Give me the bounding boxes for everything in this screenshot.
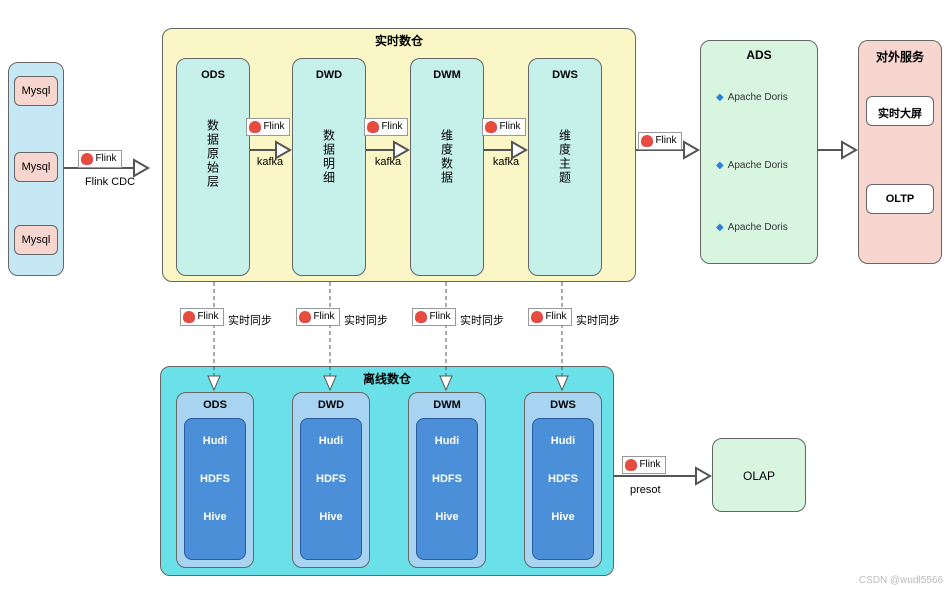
doris-item: Apache Doris: [716, 92, 788, 103]
offline-title: 离线数仓: [160, 370, 614, 387]
sync-label: 实时同步: [344, 312, 388, 328]
realtime-title: 实时数仓: [162, 32, 636, 49]
diagram-canvas: Mysql Mysql Mysql 实时数仓 ODS 数据原始层 DWD 数据明…: [0, 0, 951, 590]
rt-col-dwd: DWD 数据明细: [292, 58, 366, 276]
mysql-node: Mysql: [14, 76, 58, 106]
flink-icon: Flink: [528, 308, 572, 326]
doris-item: Apache Doris: [716, 160, 788, 171]
flink-icon: Flink: [412, 308, 456, 326]
ext-item: OLTP: [866, 184, 934, 214]
sync-label: 实时同步: [576, 312, 620, 328]
rt-col-dwm: DWM 维度数据: [410, 58, 484, 276]
flink-icon: Flink: [482, 118, 526, 136]
external-title: 对外服务: [858, 48, 942, 65]
flink-icon: Flink: [296, 308, 340, 326]
off-stack: Hudi HDFS Hive: [416, 418, 478, 560]
rt-col-ods: ODS 数据原始层: [176, 58, 250, 276]
external-group: [858, 40, 942, 264]
flink-icon: Flink: [622, 456, 666, 474]
flink-icon: Flink: [364, 118, 408, 136]
mysql-node: Mysql: [14, 225, 58, 255]
flink-icon: Flink: [246, 118, 290, 136]
ext-item: 实时大屏: [866, 96, 934, 126]
rt-col-dws: DWS 维度主题: [528, 58, 602, 276]
kafka-label: kafka: [368, 156, 408, 168]
presot-label: presot: [630, 484, 661, 496]
mysql-node: Mysql: [14, 152, 58, 182]
off-stack: Hudi HDFS Hive: [300, 418, 362, 560]
kafka-label: kafka: [486, 156, 526, 168]
watermark: CSDN @wudl5566: [859, 575, 943, 586]
doris-item: Apache Doris: [716, 222, 788, 233]
ads-title: ADS: [700, 48, 818, 62]
flink-icon: Flink: [78, 150, 122, 168]
off-stack: Hudi HDFS Hive: [184, 418, 246, 560]
off-stack: Hudi HDFS Hive: [532, 418, 594, 560]
sync-label: 实时同步: [460, 312, 504, 328]
olap-node: OLAP: [712, 438, 806, 512]
flink-icon: Flink: [638, 132, 682, 150]
sync-label: 实时同步: [228, 312, 272, 328]
kafka-label: kafka: [250, 156, 290, 168]
cdc-label: Flink CDC: [64, 176, 156, 188]
flink-icon: Flink: [180, 308, 224, 326]
